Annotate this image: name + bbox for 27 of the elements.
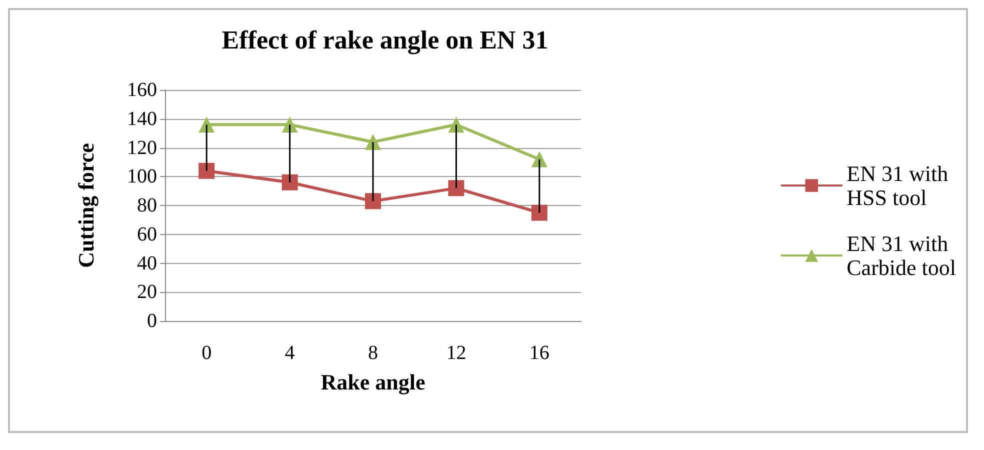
y-axis-title: Cutting force (74, 142, 98, 268)
point (198, 162, 215, 179)
y-tick-label: 0 (147, 310, 157, 332)
y-tick-label: 140 (127, 108, 157, 130)
point (531, 151, 548, 168)
legend-label: EN 31 with HSS tool (846, 161, 948, 210)
y-tick-label: 60 (137, 223, 157, 246)
point (282, 174, 298, 190)
y-tick-label: 20 (137, 281, 157, 304)
y-tick-label: 40 (137, 252, 157, 274)
x-tick-label: 4 (284, 342, 295, 364)
point (365, 134, 381, 150)
point (531, 204, 548, 221)
y-tick-label: 160 (127, 79, 157, 101)
x-tick-label: 8 (368, 342, 378, 364)
point (365, 193, 381, 210)
x-tick-label: 16 (529, 342, 550, 364)
y-tick-label: 80 (137, 194, 157, 216)
point (282, 116, 298, 133)
x-axis-title: Rake angle (320, 370, 426, 394)
legend-label: EN 31 with Carbide tool (846, 231, 956, 280)
chart-title: Effect of rake angle on EN 31 (222, 26, 548, 54)
point (448, 180, 464, 196)
x-tick-label: 12 (446, 342, 466, 364)
x-tick-label: 0 (202, 342, 212, 364)
y-tick-label: 100 (127, 166, 157, 188)
y-tick-label: 120 (127, 136, 157, 159)
